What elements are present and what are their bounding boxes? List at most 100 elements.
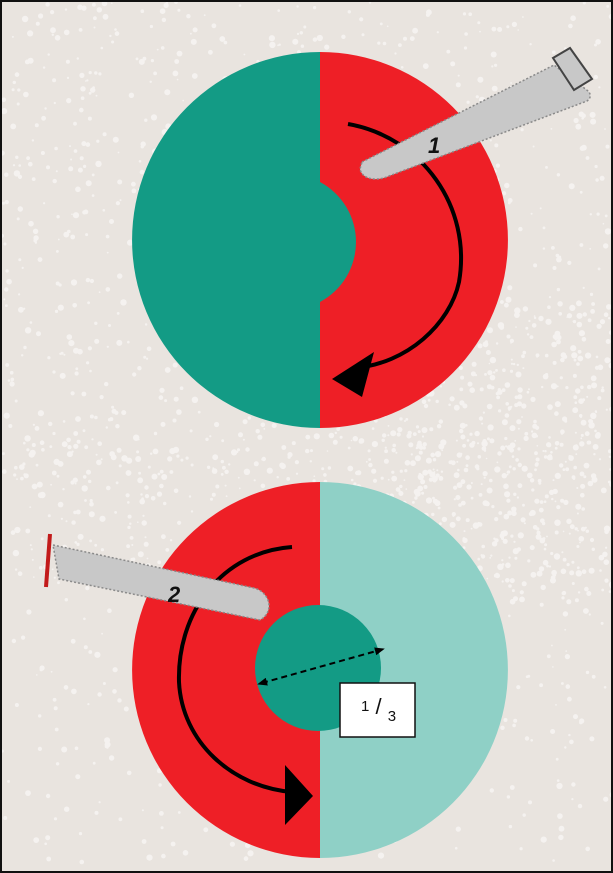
texture-speck <box>156 48 159 51</box>
texture-speck <box>603 243 609 249</box>
texture-speck <box>405 488 408 490</box>
texture-speck <box>70 480 75 485</box>
texture-speck <box>203 827 209 833</box>
texture-speck <box>508 408 511 411</box>
texture-speck <box>565 650 567 652</box>
texture-speck <box>63 353 66 356</box>
texture-speck <box>545 318 552 325</box>
texture-speck <box>107 608 112 613</box>
texture-speck <box>136 450 140 454</box>
texture-speck <box>245 447 250 452</box>
texture-speck <box>328 432 335 439</box>
texture-speck <box>73 431 79 436</box>
texture-speck <box>12 549 20 557</box>
texture-speck <box>73 347 79 354</box>
texture-speck <box>237 448 240 452</box>
texture-speck <box>530 571 537 578</box>
texture-speck <box>118 817 123 822</box>
texture-speck <box>417 430 421 434</box>
texture-speck <box>144 494 150 499</box>
texture-speck <box>604 228 611 235</box>
texture-speck <box>98 801 101 804</box>
texture-speck <box>609 406 611 412</box>
texture-speck <box>600 487 607 494</box>
texture-speck <box>158 783 162 787</box>
texture-speck <box>174 2 178 4</box>
texture-speck <box>3 242 7 246</box>
texture-speck <box>528 388 530 391</box>
texture-speck <box>291 441 296 446</box>
texture-speck <box>478 493 483 497</box>
texture-speck <box>75 186 81 193</box>
texture-speck <box>483 449 487 452</box>
texture-speck <box>390 430 397 437</box>
texture-speck <box>556 505 561 510</box>
texture-speck <box>457 468 460 472</box>
texture-speck <box>105 287 111 292</box>
texture-speck <box>578 536 585 542</box>
texture-speck <box>453 404 460 411</box>
texture-speck <box>431 512 435 517</box>
texture-speck <box>597 364 604 371</box>
texture-speck <box>495 342 499 345</box>
texture-speck <box>144 323 148 326</box>
texture-speck <box>554 446 558 450</box>
texture-speck <box>481 422 484 425</box>
texture-speck <box>98 72 102 76</box>
top-disc-center-bulge <box>320 182 356 302</box>
texture-speck <box>528 319 531 323</box>
texture-speck <box>121 410 127 416</box>
texture-speck <box>603 796 609 802</box>
texture-speck <box>71 213 73 216</box>
texture-speck <box>521 581 527 587</box>
texture-speck <box>517 401 522 407</box>
texture-speck <box>556 385 559 388</box>
texture-speck <box>470 496 474 500</box>
texture-speck <box>137 551 144 558</box>
texture-speck <box>28 220 34 227</box>
texture-speck <box>580 492 585 498</box>
texture-speck <box>511 21 517 27</box>
texture-speck <box>87 301 90 305</box>
texture-speck <box>474 430 480 437</box>
texture-speck <box>608 317 611 320</box>
texture-speck <box>518 226 523 232</box>
texture-speck <box>53 576 56 579</box>
texture-speck <box>172 70 179 77</box>
texture-speck <box>562 611 569 617</box>
texture-speck <box>387 478 390 481</box>
texture-speck <box>14 465 18 470</box>
texture-speck <box>555 704 557 706</box>
texture-speck <box>471 440 476 445</box>
texture-speck <box>40 151 45 155</box>
texture-speck <box>573 395 578 400</box>
texture-speck <box>76 542 80 547</box>
texture-speck <box>4 200 9 205</box>
texture-speck <box>548 296 552 299</box>
texture-speck <box>131 557 136 561</box>
texture-speck <box>127 340 130 344</box>
texture-speck <box>578 398 584 405</box>
texture-speck <box>347 10 351 14</box>
texture-speck <box>339 435 343 439</box>
texture-speck <box>585 670 590 675</box>
texture-speck <box>356 470 362 476</box>
texture-speck <box>489 788 494 793</box>
texture-speck <box>2 97 7 103</box>
texture-speck <box>368 2 372 4</box>
texture-speck <box>159 811 164 816</box>
texture-speck <box>606 304 611 310</box>
texture-speck <box>464 32 468 36</box>
texture-speck <box>66 451 73 458</box>
texture-speck <box>70 638 76 644</box>
texture-speck <box>111 408 117 414</box>
texture-speck <box>72 303 77 308</box>
texture-speck <box>533 316 537 320</box>
texture-speck <box>358 439 363 444</box>
texture-speck <box>173 488 179 494</box>
texture-speck <box>89 369 92 373</box>
texture-speck <box>336 427 341 431</box>
probe-2-icon: 2 <box>44 533 270 621</box>
texture-speck <box>568 532 571 535</box>
texture-speck <box>485 457 488 460</box>
